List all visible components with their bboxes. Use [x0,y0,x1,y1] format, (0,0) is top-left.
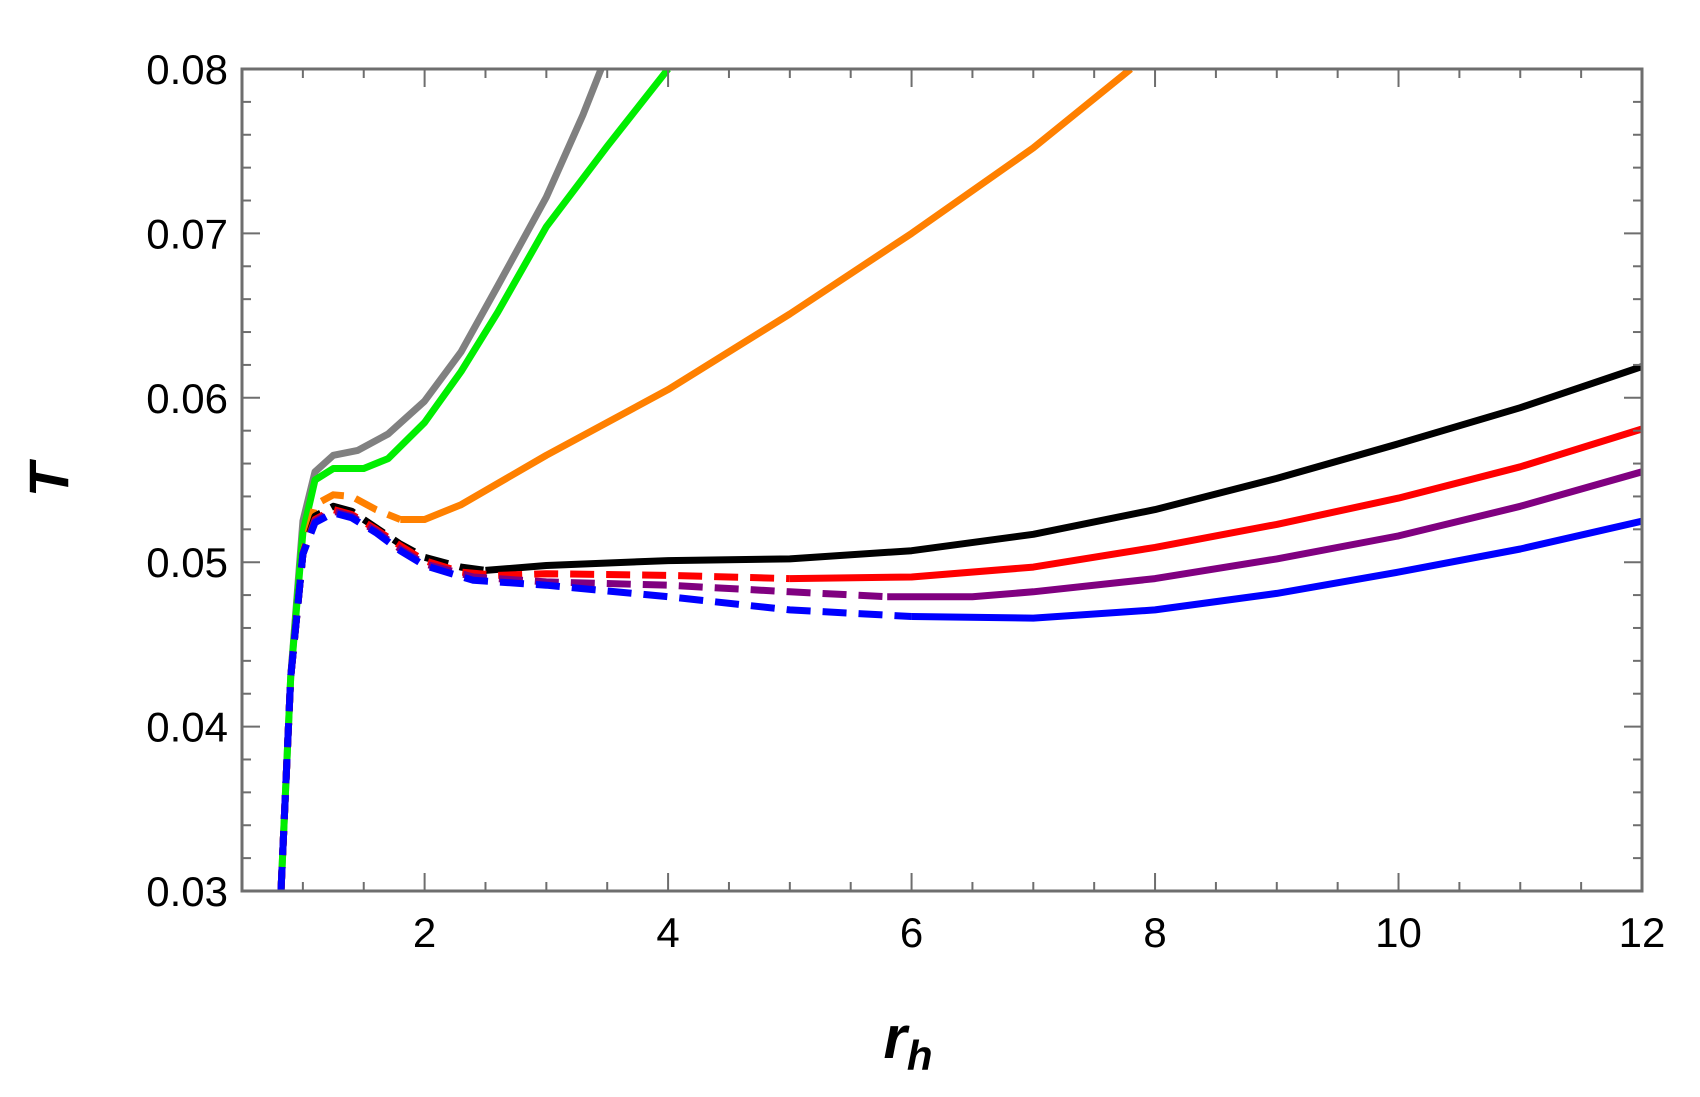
y-tick-label: 0.06 [146,375,228,422]
x-tick-label: 4 [656,909,679,956]
y-tick-label: 0.08 [146,46,228,93]
y-tick-label: 0.04 [146,704,228,751]
series-line-2-solid [277,69,671,891]
y-tick-label: 0.05 [146,539,228,586]
series-line-12-solid [911,517,1642,622]
x-axis-title-subscript: h [907,1032,933,1079]
series-line-1-solid [277,69,605,891]
series-line-8-solid [789,425,1642,583]
x-axis-title: rh [883,1004,932,1079]
tick-labels-layer: 2 4 6 8 10 12 0.03 0.04 0.05 0.06 0.07 0.08 [146,46,1665,956]
x-tick-label: 12 [1619,909,1666,956]
series-line-4-solid [400,69,1133,523]
y-axis-title: T [17,458,80,497]
x-axis-title-main: r [883,1004,910,1071]
series-line-11-dashed [277,509,912,891]
y-tick-label: 0.07 [146,210,228,257]
ticks-layer [241,68,1643,892]
plot-frame [240,67,1644,893]
series-layer [277,69,1642,891]
y-tick-label: 0.03 [146,868,228,915]
x-tick-label: 10 [1375,909,1422,956]
series-line-9-dashed [277,507,888,891]
series-line-6-solid [485,363,1642,574]
x-tick-label: 8 [1143,909,1166,956]
series-line-5-dashed [277,502,486,891]
x-tick-label: 2 [413,909,436,956]
series-line-10-solid [887,468,1642,601]
x-tick-label: 6 [900,909,923,956]
